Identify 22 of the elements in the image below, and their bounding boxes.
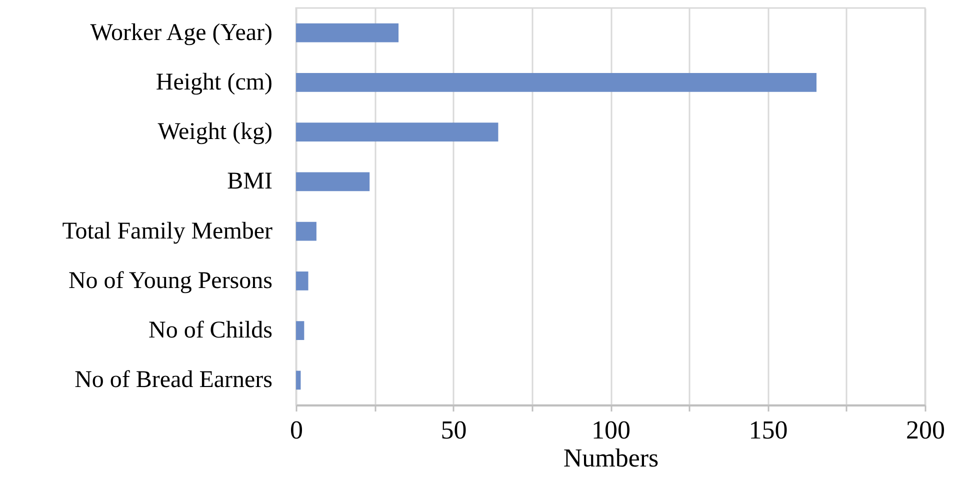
y-tick-label: Total Family Member [62,218,273,244]
bar [296,370,301,390]
bar [296,73,816,92]
x-axis-title: Numbers [563,444,659,472]
x-tick-label: 200 [906,416,945,444]
y-tick-label: No of Young Persons [68,268,272,294]
bar [296,222,316,241]
y-tick-label: BMI [227,168,273,195]
y-tick-label: Height (cm) [156,69,272,96]
bar [296,321,304,340]
y-tick-label: No of Childs [148,318,272,344]
x-tick-label: 50 [440,416,467,444]
y-tick-label: Worker Age (Year) [90,20,272,46]
x-tick-label: 100 [592,416,630,444]
bar [296,272,308,290]
x-tick-label: 150 [748,416,788,444]
bar [296,172,370,192]
y-tick-label: Weight (kg) [158,119,272,146]
x-tick-label: 0 [290,416,303,444]
bar [296,122,498,142]
bar [296,23,399,42]
y-tick-label: No of Bread Earners [74,367,272,394]
